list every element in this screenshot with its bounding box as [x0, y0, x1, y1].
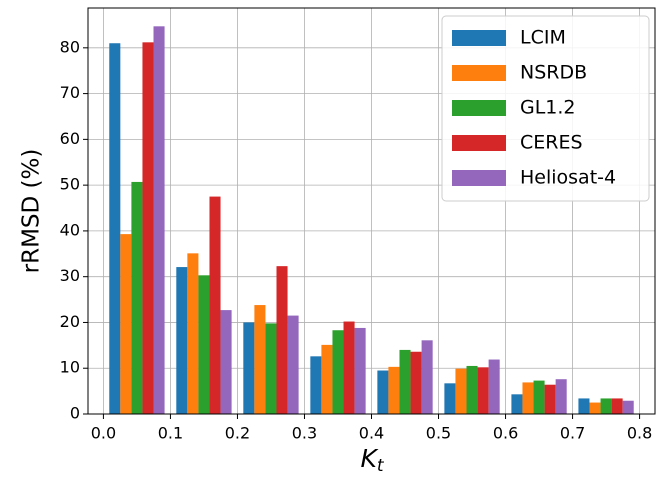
x-tick-label: 0.2 — [225, 424, 250, 443]
legend-swatch — [452, 135, 506, 151]
plot-area — [88, 8, 655, 415]
bar — [600, 398, 612, 414]
legend-swatch — [452, 100, 506, 116]
bar — [198, 275, 210, 414]
x-tick-label: 0.7 — [560, 424, 585, 443]
x-axis-label-base: K — [360, 444, 379, 473]
bar — [533, 380, 545, 414]
legend-label: LCIM — [520, 27, 566, 49]
y-tick-label: 60 — [60, 129, 80, 148]
bar — [209, 196, 221, 414]
bar — [332, 330, 344, 414]
legend-box — [441, 15, 650, 202]
x-tick-label: 0.1 — [158, 424, 183, 443]
bar — [377, 370, 389, 414]
bar — [466, 365, 478, 414]
y-tick-label: 50 — [60, 175, 80, 194]
bar — [611, 398, 623, 414]
y-tick-label: 40 — [60, 220, 80, 239]
bar — [589, 402, 601, 414]
bar — [254, 305, 266, 414]
y-tick-label: 80 — [60, 37, 80, 56]
y-tick-label: 10 — [60, 358, 80, 377]
x-tick-label: 0.0 — [91, 424, 116, 443]
bar — [354, 327, 366, 414]
bar — [444, 383, 456, 414]
bar — [477, 367, 489, 414]
bar — [187, 253, 199, 414]
x-tick-label: 0.3 — [292, 424, 317, 443]
bar — [421, 340, 433, 414]
y-axis-label: rRMSD (%) — [19, 149, 45, 274]
bar — [578, 398, 590, 414]
bar — [220, 310, 232, 414]
x-tick-label: 0.6 — [493, 424, 518, 443]
bar — [488, 359, 500, 414]
bar — [511, 394, 523, 414]
axes-frame — [87, 7, 656, 415]
x-tick-label: 0.5 — [426, 424, 451, 443]
bar — [142, 42, 154, 415]
bar — [388, 366, 400, 414]
bar — [321, 344, 333, 414]
bar — [265, 323, 277, 414]
bar — [131, 181, 143, 414]
x-axis-label: Kt — [360, 444, 384, 476]
bar — [120, 234, 132, 414]
bar — [455, 368, 467, 414]
bar — [343, 321, 355, 414]
legend-swatch — [452, 65, 506, 81]
x-axis-label-subscript: t — [377, 456, 385, 476]
bar — [399, 349, 411, 414]
bar — [243, 322, 255, 414]
legend-swatch — [452, 30, 506, 46]
bar — [544, 384, 556, 414]
y-tick-label: 20 — [60, 312, 80, 331]
y-tick-label: 30 — [60, 266, 80, 285]
legend: LCIM NSRDB GL1.2 CERES Heliosat-4 — [441, 15, 650, 202]
bar — [276, 266, 288, 414]
legend-swatch — [452, 170, 506, 186]
y-tick-label: 0 — [70, 404, 80, 423]
y-tick-label: 70 — [60, 83, 80, 102]
legend-label: GL1.2 — [520, 97, 576, 119]
bar — [176, 267, 188, 414]
legend-label: NSRDB — [520, 62, 587, 84]
bar — [410, 351, 422, 414]
legend-label: Heliosat-4 — [520, 167, 616, 189]
bar — [287, 315, 299, 414]
bar — [310, 356, 322, 414]
bar — [622, 400, 634, 414]
bar — [153, 26, 165, 415]
bar — [555, 379, 567, 414]
x-tick-label: 0.4 — [359, 424, 384, 443]
legend-label: CERES — [520, 132, 583, 154]
x-tick-label: 0.8 — [627, 424, 652, 443]
bar — [109, 43, 121, 415]
bar — [522, 382, 534, 414]
